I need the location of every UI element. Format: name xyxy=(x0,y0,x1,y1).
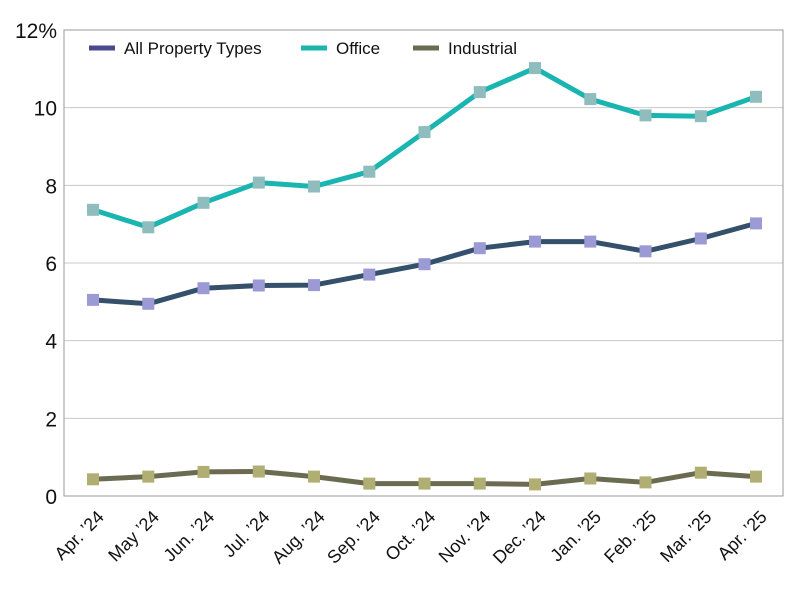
data-point-industrial xyxy=(639,476,652,489)
data-point-industrial xyxy=(584,472,597,485)
legend-label: All Property Types xyxy=(124,39,262,58)
x-tick-label: Apr. ’24 xyxy=(51,507,108,564)
data-point-office xyxy=(197,196,210,209)
data-point-all-property-types xyxy=(584,235,597,248)
data-point-industrial xyxy=(473,477,486,490)
legend-item-all-property-types: All Property Types xyxy=(89,39,262,58)
y-tick-label: 8 xyxy=(45,175,57,198)
data-point-all-property-types xyxy=(87,293,99,306)
data-point-industrial xyxy=(363,477,376,490)
data-point-industrial xyxy=(252,465,265,478)
data-point-industrial xyxy=(308,470,320,483)
data-point-office xyxy=(418,126,431,139)
data-point-office xyxy=(473,86,486,99)
series-industrial xyxy=(87,465,762,491)
series-all-property-types xyxy=(87,217,762,310)
x-tick-label: Sep. ’24 xyxy=(323,507,384,568)
x-tick-label: Feb. ’25 xyxy=(600,507,660,567)
data-point-all-property-types xyxy=(308,279,320,292)
data-point-all-property-types xyxy=(529,235,541,248)
data-point-office xyxy=(87,203,99,216)
data-point-office xyxy=(694,110,707,123)
y-tick-label: 2 xyxy=(45,408,57,431)
data-point-all-property-types xyxy=(639,245,652,258)
legend-label: Office xyxy=(336,39,380,58)
data-point-office xyxy=(363,165,376,178)
data-point-all-property-types xyxy=(252,279,265,292)
data-point-office xyxy=(750,90,762,103)
data-point-all-property-types xyxy=(363,268,376,281)
x-tick-label: Aug. ’24 xyxy=(268,507,329,568)
data-point-industrial xyxy=(694,466,707,479)
x-tick-label: Jun. ’24 xyxy=(160,507,219,566)
data-point-industrial xyxy=(750,470,762,483)
series-line-office xyxy=(90,65,759,230)
y-tick-label: 10 xyxy=(34,98,57,121)
data-point-industrial xyxy=(87,473,99,486)
data-point-industrial xyxy=(142,470,155,483)
x-tick-label: Mar. ’25 xyxy=(656,507,715,566)
x-tick-label: Nov. ’24 xyxy=(435,507,495,567)
data-point-office xyxy=(142,221,155,234)
data-point-all-property-types xyxy=(694,232,707,245)
x-tick-label: Oct. ’24 xyxy=(381,507,439,565)
plot-frame xyxy=(63,29,784,497)
legend: All Property Types Office Industrial xyxy=(89,39,517,58)
x-tick-label: Apr. ’25 xyxy=(714,507,771,564)
legend-label: Industrial xyxy=(448,39,517,58)
data-point-all-property-types xyxy=(418,258,431,271)
y-axis-tick-labels: 0 2 4 6 8 10 12% xyxy=(15,20,57,509)
x-tick-label: Jul. ’24 xyxy=(219,507,273,561)
data-point-all-property-types xyxy=(473,242,486,255)
data-point-office xyxy=(639,109,652,122)
data-point-office xyxy=(584,93,597,106)
series-office xyxy=(87,62,762,234)
y-tick-label: 0 xyxy=(45,486,57,509)
y-tick-label: 12% xyxy=(15,20,57,43)
x-tick-label: Dec. ’24 xyxy=(489,507,550,568)
y-tick-label: 4 xyxy=(45,331,57,354)
data-point-office xyxy=(529,62,541,75)
y-tick-label: 6 xyxy=(45,253,57,276)
x-tick-label: Jan. ’25 xyxy=(546,507,605,566)
data-point-all-property-types xyxy=(142,297,155,310)
legend-item-office: Office xyxy=(301,39,380,58)
x-tick-label: May ’24 xyxy=(104,507,163,566)
data-point-office xyxy=(252,176,265,189)
data-point-industrial xyxy=(418,477,431,490)
data-point-industrial xyxy=(529,478,541,491)
legend-item-industrial: Industrial xyxy=(413,39,517,58)
data-point-all-property-types xyxy=(197,282,210,295)
data-point-industrial xyxy=(197,465,210,478)
data-point-all-property-types xyxy=(750,217,762,230)
data-point-office xyxy=(308,180,320,193)
series-layer xyxy=(87,62,762,491)
